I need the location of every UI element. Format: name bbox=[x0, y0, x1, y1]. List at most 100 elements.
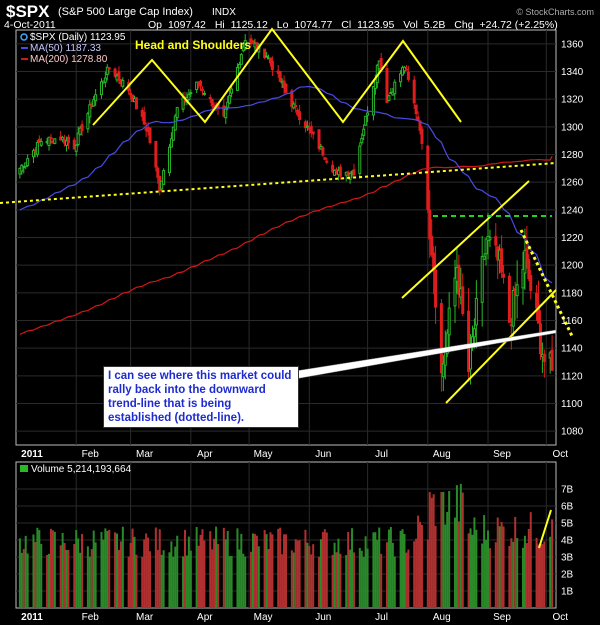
volume-bar bbox=[86, 546, 89, 608]
candle-body bbox=[80, 124, 84, 132]
volume-bar bbox=[267, 549, 270, 608]
vol-label: Vol bbox=[403, 19, 418, 31]
volume-bar bbox=[172, 556, 175, 608]
candle-body bbox=[338, 166, 342, 177]
volume-bar bbox=[366, 548, 369, 608]
volume-bar bbox=[228, 556, 231, 608]
volume-bar bbox=[170, 541, 173, 608]
volume-bar bbox=[162, 550, 165, 608]
volume-bar bbox=[40, 543, 43, 608]
candle-body bbox=[467, 310, 471, 373]
candle-body bbox=[321, 147, 325, 156]
volume-bar bbox=[32, 534, 35, 608]
volume-bar bbox=[102, 539, 105, 608]
candle-body bbox=[37, 138, 41, 143]
volume-bar bbox=[104, 528, 107, 608]
volume-bar bbox=[539, 542, 542, 608]
volume-y-axis: 1B 2B 3B 4B 5B 6B 7B bbox=[561, 485, 574, 598]
candle-body bbox=[263, 48, 267, 58]
volume-bar bbox=[434, 525, 437, 608]
volume-bar bbox=[108, 529, 111, 608]
volume-bar bbox=[92, 530, 95, 608]
candle-body bbox=[426, 145, 430, 210]
volume-bar bbox=[319, 539, 322, 608]
volume-bar bbox=[444, 524, 447, 608]
volume-bar bbox=[224, 539, 227, 608]
candle-body bbox=[434, 269, 438, 308]
volume-bar bbox=[201, 529, 204, 608]
candle-body bbox=[406, 71, 410, 80]
volume-bar bbox=[127, 556, 130, 608]
volume-bar bbox=[376, 539, 379, 608]
volume-bar bbox=[541, 544, 544, 608]
candle-body bbox=[228, 95, 232, 104]
candle-body bbox=[53, 138, 57, 144]
volume-bar bbox=[117, 549, 120, 608]
candle-body bbox=[366, 112, 370, 116]
candle-body bbox=[94, 94, 98, 102]
volume-bar bbox=[508, 545, 511, 608]
candle-body bbox=[121, 80, 125, 87]
volume-bar bbox=[481, 543, 484, 608]
candle-body bbox=[362, 128, 366, 136]
candle-body bbox=[457, 264, 461, 295]
volume-bar bbox=[347, 531, 350, 608]
candle-body bbox=[74, 144, 78, 152]
candle-body bbox=[160, 180, 164, 190]
x-tick-label: May bbox=[254, 612, 273, 623]
volume-bar bbox=[417, 515, 420, 608]
volume-bar bbox=[209, 531, 212, 608]
x-tick-label: 2011 bbox=[21, 612, 43, 623]
volume-bar bbox=[331, 554, 334, 608]
cl-label: Cl bbox=[341, 19, 351, 31]
watermark: © StockCharts.com bbox=[516, 7, 594, 17]
candle-body bbox=[331, 164, 335, 173]
volume-bar bbox=[337, 538, 340, 608]
candle-body bbox=[290, 90, 294, 107]
candle-body bbox=[239, 54, 243, 65]
candle-body bbox=[500, 248, 504, 273]
volume-bar bbox=[453, 517, 456, 608]
candle-body bbox=[167, 146, 171, 174]
candle-body bbox=[189, 92, 193, 95]
x-tick-label: Jun bbox=[315, 612, 331, 623]
candle-body bbox=[303, 121, 307, 129]
op-value-line: Op 1097.42 Hi 1125.12 Lo 1074.77 Cl 1123… bbox=[148, 19, 558, 31]
candle-body bbox=[525, 248, 529, 261]
volume-bar bbox=[199, 534, 202, 608]
volume-bar bbox=[203, 540, 206, 608]
price-grid bbox=[16, 30, 556, 445]
y-tick-label: 1320 bbox=[561, 95, 584, 106]
candle-body bbox=[284, 83, 288, 93]
x-tick-label: 2011 bbox=[21, 449, 43, 460]
volume-bar bbox=[419, 521, 422, 608]
volume-bar bbox=[277, 528, 280, 608]
lo-label: Lo bbox=[277, 19, 289, 31]
volume-bar bbox=[116, 533, 119, 608]
x-tick-label: Jul bbox=[375, 612, 388, 623]
candle-body bbox=[171, 126, 175, 141]
lo-value: 1074.77 bbox=[294, 19, 332, 31]
volume-bar bbox=[265, 534, 268, 608]
volume-bar bbox=[271, 534, 274, 608]
volume-bar bbox=[401, 529, 404, 608]
volume-bar bbox=[413, 541, 416, 608]
candle-body bbox=[181, 97, 185, 110]
candle-body bbox=[480, 256, 484, 303]
hi-value: 1125.12 bbox=[231, 19, 268, 31]
volume-bar bbox=[176, 535, 179, 608]
volume-bar bbox=[88, 556, 91, 608]
volume-bar bbox=[527, 528, 530, 608]
vol-tick-label: 7B bbox=[561, 485, 574, 496]
candle-body bbox=[31, 150, 35, 158]
candle-body bbox=[78, 127, 82, 135]
candle-body bbox=[358, 145, 362, 174]
volume-bar bbox=[426, 539, 429, 608]
candle-body bbox=[72, 139, 76, 150]
y-tick-label: 1240 bbox=[561, 205, 584, 216]
volume-bar bbox=[279, 527, 282, 608]
volume-bar bbox=[487, 530, 490, 608]
y-tick-label: 1080 bbox=[561, 427, 584, 438]
volume-bar bbox=[304, 529, 307, 608]
